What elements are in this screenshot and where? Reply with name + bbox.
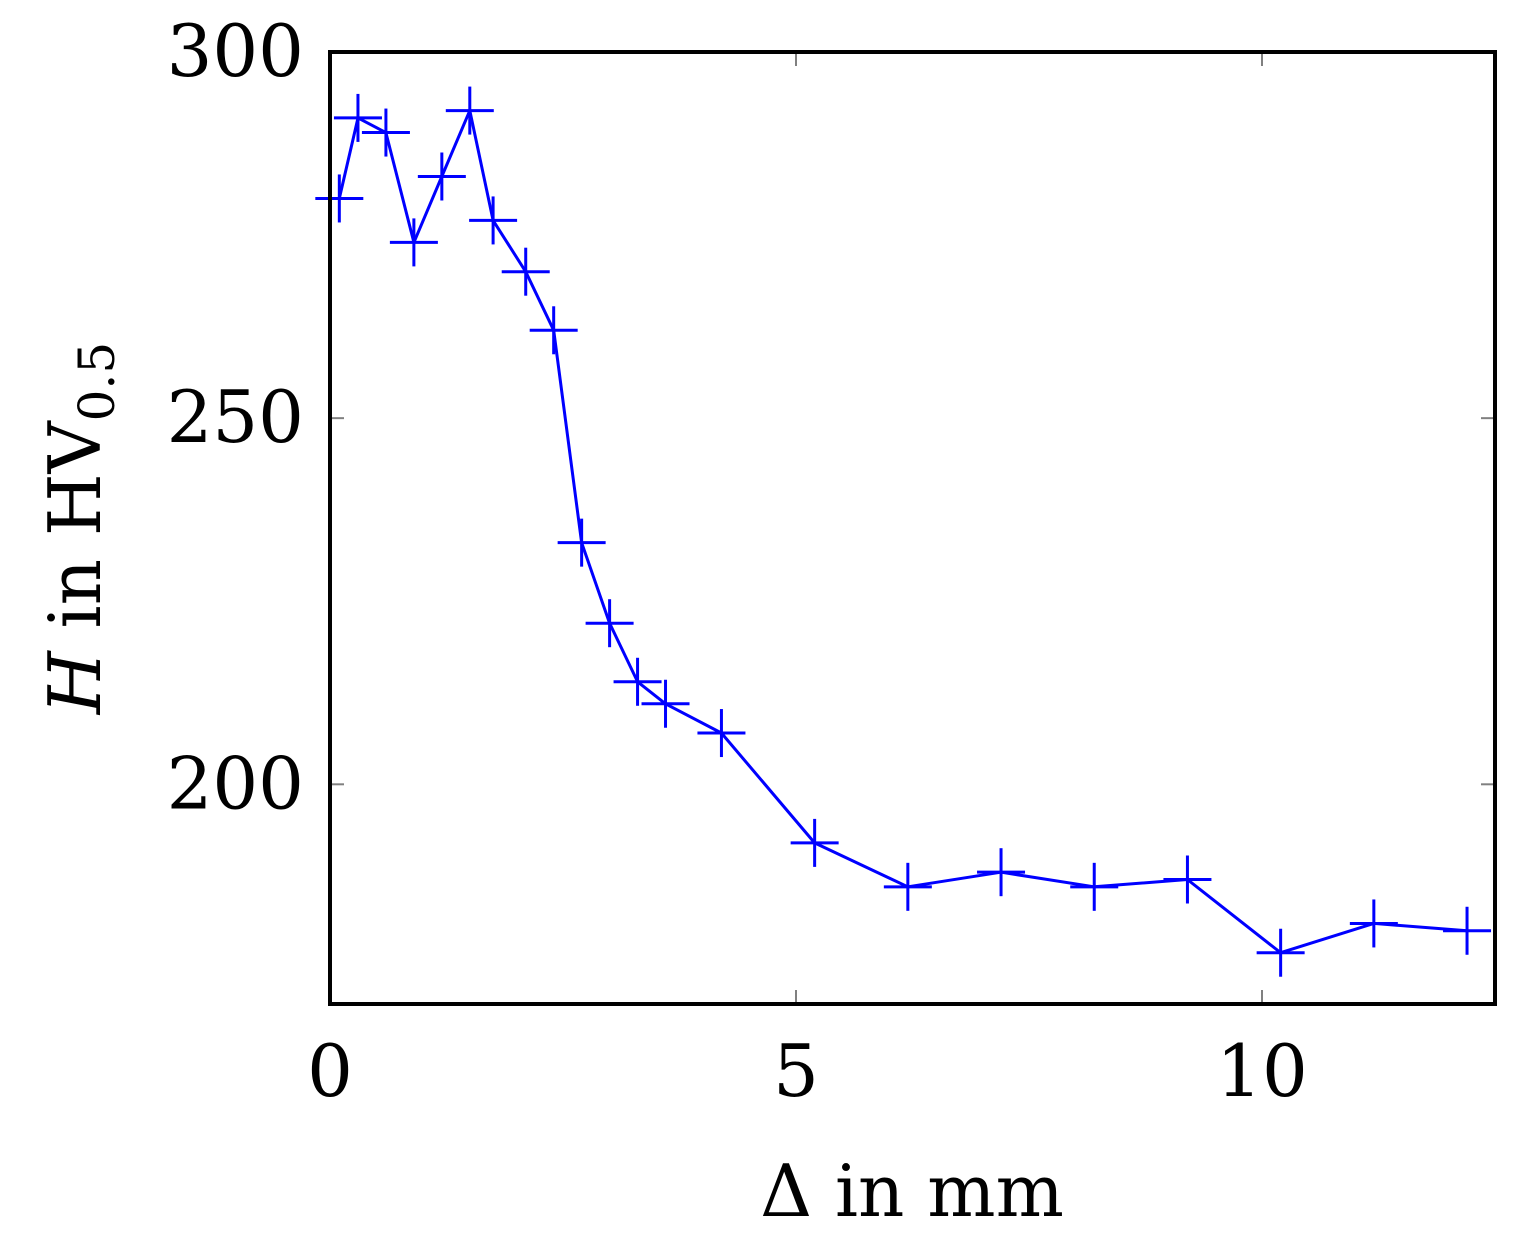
- data-point: [315, 174, 364, 223]
- data-point: [1443, 906, 1492, 955]
- series-line-0: [337, 109, 1468, 955]
- data-point: [417, 152, 466, 201]
- y-axis-label-subscript: 0.5: [68, 342, 126, 422]
- tick-labels: 0 5 10 200 250 300: [167, 9, 1308, 1113]
- data-point: [613, 657, 662, 706]
- data-point: [697, 709, 746, 758]
- y-tick-label-1: 250: [167, 375, 304, 459]
- data-point: [1349, 899, 1398, 948]
- data-point: [389, 218, 438, 267]
- y-axis-label-unit: in HV: [33, 419, 117, 651]
- data-point: [883, 862, 932, 911]
- data-point: [641, 679, 690, 728]
- data-point: [501, 247, 550, 296]
- x-tick-label-0: 0: [307, 1029, 353, 1113]
- data-point: [585, 599, 634, 648]
- data-point: [977, 848, 1026, 897]
- data-point: [557, 518, 606, 567]
- plot-frame: [328, 50, 1497, 1006]
- data-point: [361, 108, 410, 157]
- data-point: [1163, 855, 1212, 904]
- data-point: [1070, 862, 1119, 911]
- x-tick-label-1: 5: [773, 1029, 819, 1113]
- tick-marks: [330, 52, 1495, 1004]
- x-axis-label: Δ in mm: [760, 1149, 1064, 1233]
- data-point: [333, 93, 382, 142]
- y-tick-label-2: 300: [167, 9, 304, 93]
- data-point: [469, 196, 518, 245]
- series-line-group: [337, 109, 1468, 955]
- x-tick-label-2: 10: [1216, 1029, 1308, 1113]
- data-point: [790, 818, 839, 867]
- data-point: [445, 86, 494, 135]
- data-point: [1256, 928, 1305, 977]
- y-tick-label-0: 200: [167, 741, 304, 825]
- y-axis-label: H in HV0.5: [33, 342, 126, 716]
- y-axis-label-variable: H: [33, 650, 117, 716]
- series-markers: [315, 86, 1492, 977]
- data-point: [529, 306, 578, 355]
